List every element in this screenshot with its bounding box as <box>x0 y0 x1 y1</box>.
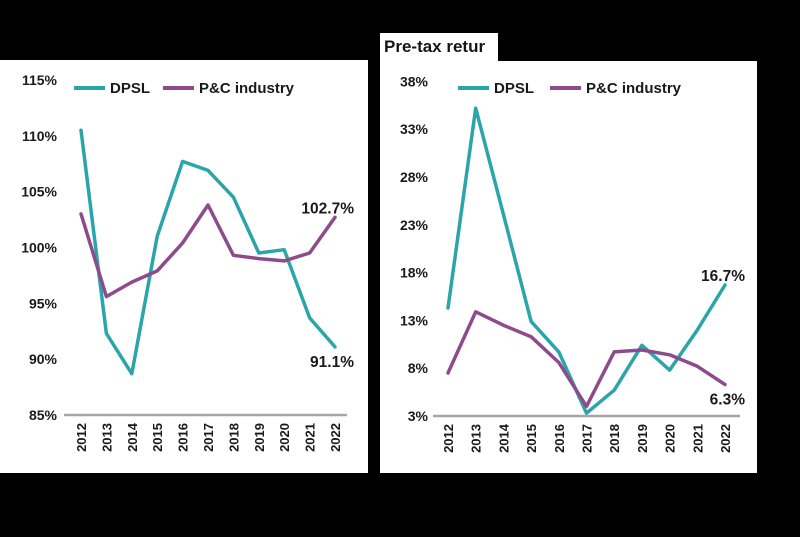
y-axis-tick-label: 90% <box>29 351 58 367</box>
chart-title: Pre-tax retur <box>384 37 486 56</box>
x-axis-year-label: 2022 <box>328 423 343 452</box>
dpsl-line <box>446 106 727 415</box>
x-axis-year-label: 2016 <box>552 424 567 453</box>
x-axis-year-label: 2015 <box>150 423 165 452</box>
series-end-value-label: 6.3% <box>710 391 746 408</box>
x-axis-year-label: 2022 <box>718 424 733 453</box>
y-axis-tick-label: 28% <box>400 169 429 185</box>
y-axis-tick-label: 95% <box>29 295 58 311</box>
y-axis-tick-label: 23% <box>400 217 429 233</box>
series-end-value-label: 16.7% <box>701 268 745 285</box>
y-axis-tick-label: 13% <box>400 312 429 328</box>
y-axis-tick-label: 8% <box>408 360 429 376</box>
y-axis-tick-label: 18% <box>400 265 429 281</box>
series-end-value-label: 102.7% <box>301 200 354 217</box>
x-axis-year-label: 2020 <box>663 424 678 453</box>
x-axis-year-label: 2012 <box>441 424 456 453</box>
combined-ratio-chart-panel: 115% 110% 105% 100% 95% 90% 85% 2012 2013 2014 201… <box>0 60 368 473</box>
y-axis-tick-label: 85% <box>29 407 58 423</box>
x-axis-year-label: 2018 <box>607 424 622 453</box>
x-axis-year-label: 2013 <box>469 424 484 453</box>
y-axis-tick-label: 100% <box>21 239 57 255</box>
y-axis-tick-label: 3% <box>408 408 429 424</box>
x-axis-year-label: 2021 <box>690 424 705 453</box>
x-axis-year-label: 2018 <box>226 423 241 452</box>
y-axis-tick-label: 115% <box>22 72 58 88</box>
pretax-return-chart: 38% 33% 28% 23% 18% 13% 8% 3% 2012 2013 2014 2015 20… <box>400 73 746 453</box>
x-axis-year-label: 2013 <box>99 423 114 452</box>
x-axis-year-label: 2020 <box>277 423 292 452</box>
x-axis-year-label: 2019 <box>635 424 650 453</box>
dpsl-line <box>79 128 337 376</box>
x-axis-year-label: 2017 <box>201 423 216 452</box>
industry-line <box>446 310 727 409</box>
x-axis-year-label: 2014 <box>125 422 140 452</box>
y-axis-tick-label: 38% <box>400 73 429 89</box>
y-axis-tick-label: 110% <box>22 128 58 144</box>
x-axis-year-label: 2021 <box>303 423 318 452</box>
x-axis-year-label: 2017 <box>580 424 595 453</box>
industry-line <box>79 203 337 299</box>
y-axis-tick-label: 105% <box>21 184 57 200</box>
dpsl-legend-label: DPSL <box>110 80 150 97</box>
combined-ratio-chart: 115% 110% 105% 100% 95% 90% 85% 2012 2013 2014 201… <box>21 72 354 452</box>
x-axis-year-label: 2015 <box>524 424 539 453</box>
y-axis-tick-label: 33% <box>400 121 429 137</box>
x-axis-year-label: 2014 <box>496 423 511 453</box>
industry-legend-label: P&C industry <box>199 80 295 97</box>
x-axis-year-label: 2016 <box>176 423 191 452</box>
x-axis-year-label: 2019 <box>252 423 267 452</box>
series-end-value-label: 91.1% <box>310 354 354 371</box>
title-cutoff-overlay <box>498 33 757 61</box>
dpsl-legend-label: DPSL <box>494 80 534 97</box>
x-axis-year-label: 2012 <box>74 423 89 452</box>
industry-legend-label: P&C industry <box>586 80 682 97</box>
pretax-return-chart-panel: Pre-tax retur 38% 33% 28% 23% 18% 13% 8% 3% 2012… <box>380 33 757 473</box>
